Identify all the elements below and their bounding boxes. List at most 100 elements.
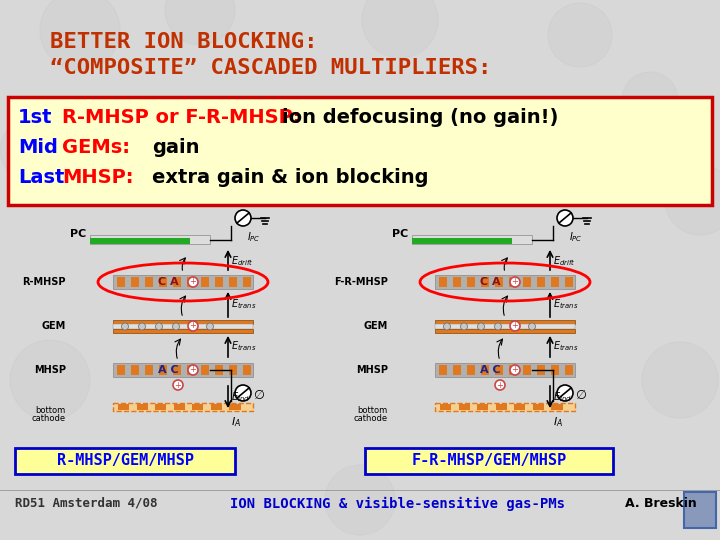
Bar — [467, 277, 475, 287]
Bar — [211, 404, 222, 410]
Text: $I_{PC}$: $I_{PC}$ — [247, 230, 261, 244]
Bar — [435, 320, 575, 324]
Text: ion defocusing (no gain!): ion defocusing (no gain!) — [282, 108, 559, 127]
Bar — [113, 403, 253, 411]
Bar — [173, 277, 181, 287]
FancyBboxPatch shape — [15, 448, 235, 474]
Circle shape — [510, 321, 520, 331]
Circle shape — [10, 340, 90, 420]
Bar — [514, 404, 526, 410]
Circle shape — [235, 210, 251, 226]
Bar — [201, 365, 209, 375]
Circle shape — [138, 323, 145, 330]
Circle shape — [173, 323, 179, 330]
Circle shape — [461, 323, 467, 330]
Bar — [523, 365, 531, 375]
Bar — [117, 365, 125, 375]
Text: Mid: Mid — [18, 138, 58, 157]
Text: bottom: bottom — [36, 406, 66, 415]
Bar — [113, 329, 253, 333]
Circle shape — [189, 323, 197, 330]
Bar — [145, 277, 153, 287]
Text: A. Breskin: A. Breskin — [625, 497, 697, 510]
Text: $E_{trans}$: $E_{trans}$ — [231, 340, 256, 353]
Text: +: + — [512, 366, 518, 375]
Bar — [230, 404, 240, 410]
Circle shape — [207, 323, 214, 330]
Circle shape — [510, 277, 520, 287]
Circle shape — [665, 165, 720, 235]
Bar — [481, 277, 489, 287]
Bar — [453, 277, 461, 287]
Bar — [113, 324, 253, 329]
Bar — [435, 324, 575, 329]
Bar — [435, 275, 575, 289]
Bar — [412, 238, 512, 244]
Text: MHSP:: MHSP: — [62, 168, 133, 187]
Text: RD51 Amsterdam 4/08: RD51 Amsterdam 4/08 — [15, 497, 158, 510]
FancyBboxPatch shape — [365, 448, 613, 474]
Bar — [495, 277, 503, 287]
Bar — [537, 365, 545, 375]
Bar — [435, 329, 575, 333]
Bar — [565, 365, 573, 375]
Circle shape — [444, 323, 451, 330]
Bar — [481, 365, 489, 375]
Bar — [159, 277, 167, 287]
Circle shape — [0, 120, 60, 180]
Bar — [243, 277, 251, 287]
Text: $E_{ind}$: $E_{ind}$ — [231, 390, 250, 404]
Bar — [477, 404, 488, 410]
Bar — [187, 365, 195, 375]
Text: R-MHSP or F-R-MHSP:: R-MHSP or F-R-MHSP: — [62, 108, 300, 127]
Bar — [537, 277, 545, 287]
Bar — [523, 277, 531, 287]
Text: BETTER ION BLOCKING:: BETTER ION BLOCKING: — [50, 32, 318, 52]
Bar — [192, 404, 204, 410]
Text: +: + — [189, 321, 197, 330]
Bar — [495, 404, 507, 410]
Circle shape — [165, 0, 235, 45]
Circle shape — [188, 277, 198, 287]
Bar — [117, 277, 125, 287]
Bar — [137, 404, 148, 410]
Bar — [187, 277, 195, 287]
Bar — [495, 365, 503, 375]
Bar — [453, 365, 461, 375]
Bar — [243, 365, 251, 375]
Circle shape — [362, 0, 438, 58]
Bar — [509, 277, 517, 287]
Bar — [439, 365, 447, 375]
Bar — [552, 404, 562, 410]
Bar — [113, 275, 253, 289]
Text: F-R-MHSP: F-R-MHSP — [334, 277, 388, 287]
FancyBboxPatch shape — [684, 492, 716, 528]
Bar — [435, 363, 575, 377]
Circle shape — [235, 385, 251, 401]
Circle shape — [511, 323, 518, 330]
Text: R-MHSP/GEM/MHSP: R-MHSP/GEM/MHSP — [57, 454, 194, 469]
Circle shape — [528, 323, 536, 330]
Bar — [159, 365, 167, 375]
Text: $\emptyset$: $\emptyset$ — [253, 388, 265, 402]
Text: $E_{trans}$: $E_{trans}$ — [553, 340, 579, 353]
Text: $E_{drift}$: $E_{drift}$ — [231, 254, 253, 268]
Circle shape — [642, 342, 718, 418]
Circle shape — [477, 323, 485, 330]
Circle shape — [173, 380, 183, 390]
Bar — [229, 365, 237, 375]
Bar — [509, 365, 517, 375]
Text: +: + — [174, 381, 181, 389]
Text: bottom: bottom — [358, 406, 388, 415]
Text: +: + — [189, 278, 197, 287]
Text: $\emptyset$: $\emptyset$ — [575, 388, 587, 402]
Text: +: + — [497, 381, 503, 389]
Text: +: + — [512, 321, 518, 330]
FancyBboxPatch shape — [8, 97, 712, 205]
Text: MHSP: MHSP — [34, 365, 66, 375]
Text: $I_A$: $I_A$ — [553, 415, 563, 429]
Bar — [131, 365, 139, 375]
Bar — [215, 277, 223, 287]
Circle shape — [40, 0, 120, 70]
Text: C A: C A — [158, 277, 179, 287]
